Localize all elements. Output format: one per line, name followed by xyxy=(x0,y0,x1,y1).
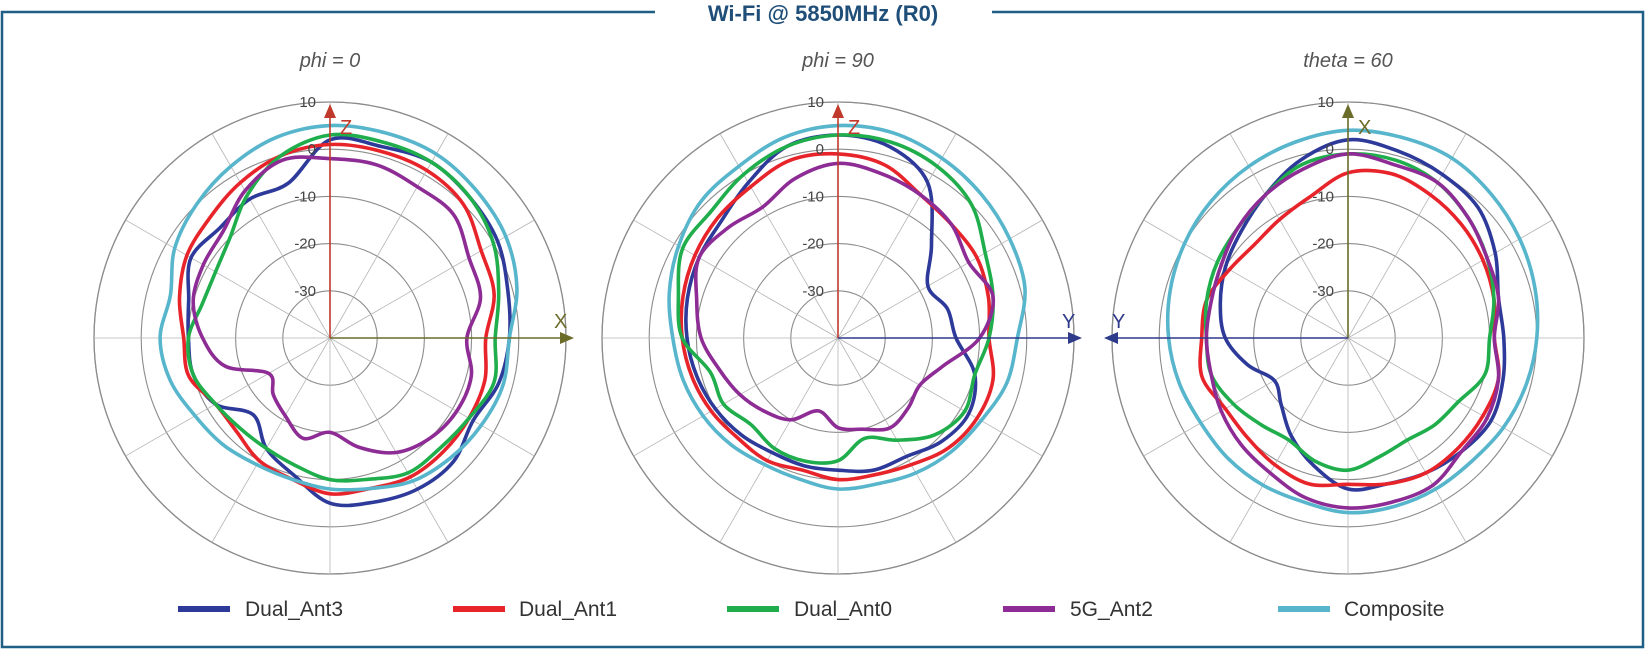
series-5g-ant2-theta-60 xyxy=(1204,152,1501,510)
grid-spoke-phi-90 xyxy=(719,337,839,543)
r-tick-label-phi-90: -30 xyxy=(802,283,824,300)
frame-border xyxy=(0,10,1645,649)
axis-left-arrowhead-theta-60 xyxy=(1104,332,1118,344)
legend: Dual_Ant3 Dual_Ant1 Dual_Ant0 5G_Ant2 Co… xyxy=(178,598,1444,621)
axis-up-arrowhead-phi-0 xyxy=(324,104,336,118)
series-5g-ant2-phi-0 xyxy=(191,155,483,455)
series-dual-ant3-phi-0 xyxy=(186,135,512,508)
legend-label-dual-ant1: Dual_Ant1 xyxy=(519,598,617,621)
r-tick-label-theta-60: 10 xyxy=(1317,94,1334,111)
series-dual-ant1-theta-60 xyxy=(1198,168,1501,488)
grid-spoke-phi-90 xyxy=(837,219,1043,339)
series-composite-phi-90 xyxy=(667,123,1027,491)
legend-item-composite: Composite xyxy=(1278,598,1444,621)
grid-spoke-phi-0 xyxy=(329,337,535,457)
r-tick-label-phi-0: -30 xyxy=(294,283,316,300)
axis-up-arrowhead-theta-60 xyxy=(1342,104,1354,118)
series-dual-ant1-phi-90 xyxy=(679,151,996,482)
grid-spoke-theta-60 xyxy=(1143,337,1349,457)
grid-spoke-phi-0 xyxy=(329,337,449,543)
polar-chart-theta-60: theta = 60 X Y 10 0 -10 -20 -30 xyxy=(1104,50,1585,575)
axis-right-label-phi-90: Y xyxy=(1062,311,1075,333)
r-tick-label-phi-0: 10 xyxy=(299,94,316,111)
r-tick-label-phi-90: 0 xyxy=(816,141,824,158)
axis-left-label-theta-60: Y xyxy=(1112,311,1125,333)
axis-up-label-phi-0: Z xyxy=(340,117,352,139)
polar-plot-area-phi-0: Z X 10 0 -10 -20 -30 xyxy=(93,94,574,575)
r-tick-label-phi-0: -10 xyxy=(294,188,316,205)
axis-up-label-phi-90: Z xyxy=(848,117,860,139)
r-tick-label-theta-60: -30 xyxy=(1312,283,1334,300)
grid-spoke-phi-0 xyxy=(329,219,535,339)
chart-title: Wi-Fi @ 5850MHz (R0) xyxy=(708,1,938,26)
axis-up-label-theta-60: X xyxy=(1358,117,1371,139)
r-tick-label-phi-90: -10 xyxy=(802,188,824,205)
grid-spoke-theta-60 xyxy=(1143,219,1349,339)
legend-item-dual-ant0: Dual_Ant0 xyxy=(727,598,892,621)
series-composite-theta-60 xyxy=(1165,128,1540,515)
polar-chart-phi-0: phi = 0 Z X 10 0 -10 -20 -30 xyxy=(93,50,574,575)
r-tick-label-theta-60: 0 xyxy=(1326,141,1334,158)
grid-spoke-phi-90 xyxy=(633,219,839,339)
legend-label-composite: Composite xyxy=(1344,598,1444,621)
legend-label-dual-ant0: Dual_Ant0 xyxy=(794,598,892,621)
series-composite-phi-0 xyxy=(158,123,519,492)
subtitle-phi-90: phi = 90 xyxy=(801,50,874,72)
legend-label-dual-ant3: Dual_Ant3 xyxy=(245,598,343,621)
series-dual-ant0-phi-90 xyxy=(676,133,995,465)
legend-label-5g-ant2: 5G_Ant2 xyxy=(1070,598,1153,621)
axis-right-arrowhead-phi-90 xyxy=(1068,332,1082,344)
r-tick-label-phi-0: -20 xyxy=(294,236,316,253)
grid-spoke-phi-90 xyxy=(633,337,839,457)
legend-item-5g-ant2: 5G_Ant2 xyxy=(1003,598,1153,621)
series-5g-ant2-phi-90 xyxy=(693,161,996,432)
subtitle-theta-60: theta = 60 xyxy=(1303,50,1393,72)
r-tick-label-theta-60: -10 xyxy=(1312,188,1334,205)
grid-spoke-phi-0 xyxy=(211,337,331,543)
axis-right-arrowhead-phi-0 xyxy=(560,332,574,344)
grid-spoke-phi-90 xyxy=(837,337,1043,457)
grid-spoke-theta-60 xyxy=(1347,219,1553,339)
subtitle-phi-0: phi = 0 xyxy=(299,50,361,72)
grid-spoke-theta-60 xyxy=(1347,133,1467,339)
series-dual-ant0-phi-0 xyxy=(186,132,501,483)
polar-plot-area-theta-60: X Y 10 0 -10 -20 -30 xyxy=(1104,94,1585,575)
grid-spoke-theta-60 xyxy=(1347,337,1553,457)
grid-spoke-phi-0 xyxy=(329,133,449,339)
series-dual-ant0-theta-60 xyxy=(1203,151,1496,473)
legend-item-dual-ant3: Dual_Ant3 xyxy=(178,598,343,621)
series-dual-ant3-theta-60 xyxy=(1218,137,1507,492)
axis-right-label-phi-0: X xyxy=(554,311,567,333)
polar-chart-phi-90: phi = 90 Z Y 10 0 -10 -20 -30 xyxy=(601,50,1082,575)
r-tick-label-phi-0: 0 xyxy=(308,141,316,158)
r-tick-label-phi-90: 10 xyxy=(807,94,824,111)
axis-up-arrowhead-phi-90 xyxy=(832,104,844,118)
r-tick-label-theta-60: -20 xyxy=(1312,236,1334,253)
series-dual-ant1-phi-0 xyxy=(177,142,496,496)
r-tick-label-phi-90: -20 xyxy=(802,236,824,253)
polar-plot-area-phi-90: Z Y 10 0 -10 -20 -30 xyxy=(601,94,1082,575)
legend-item-dual-ant1: Dual_Ant1 xyxy=(453,598,617,621)
grid-spoke-phi-0 xyxy=(125,337,331,457)
grid-spoke-phi-0 xyxy=(125,219,331,339)
